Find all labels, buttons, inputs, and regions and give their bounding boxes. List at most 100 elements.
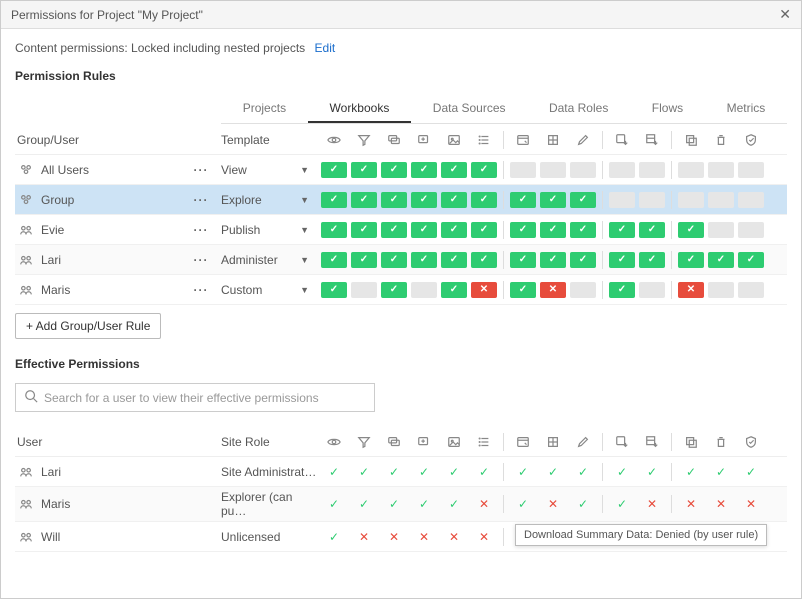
- capability-cell[interactable]: [708, 282, 734, 298]
- capability-cell[interactable]: [639, 162, 665, 178]
- capability-cell[interactable]: ✓: [321, 222, 347, 238]
- capability-cell[interactable]: ✓: [510, 222, 536, 238]
- capability-cell[interactable]: [738, 282, 764, 298]
- capability-cell[interactable]: ✕: [540, 282, 566, 298]
- effective-row[interactable]: MarisExplorer (can pu…✓✓✓✓✓✕✓✕✓✓✕✕✕✕: [15, 487, 787, 522]
- template-select[interactable]: Publish▼: [221, 223, 309, 237]
- capability-cell[interactable]: [738, 162, 764, 178]
- capability-cell[interactable]: ✓: [321, 162, 347, 178]
- capability-cell[interactable]: ✕: [678, 282, 704, 298]
- capability-cell[interactable]: ✓: [441, 222, 467, 238]
- add-group-user-rule-button[interactable]: + Add Group/User Rule: [15, 313, 161, 339]
- tab-workbooks[interactable]: Workbooks: [308, 95, 411, 123]
- capability-cell[interactable]: [570, 282, 596, 298]
- capability-cell[interactable]: ✓: [351, 252, 377, 268]
- capability-cell[interactable]: [708, 162, 734, 178]
- more-actions-icon[interactable]: ···: [189, 253, 213, 267]
- capability-cell[interactable]: ✓: [510, 252, 536, 268]
- capability-cell[interactable]: ✓: [570, 192, 596, 208]
- tab-flows[interactable]: Flows: [630, 95, 705, 123]
- capability-cell[interactable]: [609, 162, 635, 178]
- capability-cell[interactable]: [678, 192, 704, 208]
- capability-cell[interactable]: ✓: [678, 222, 704, 238]
- capability-cell[interactable]: ✓: [321, 252, 347, 268]
- close-icon[interactable]: ✕: [779, 6, 791, 23]
- capability-cell[interactable]: ✓: [471, 162, 497, 178]
- rule-row[interactable]: Maris···Custom▼✓✓✓✕✓✕✓✕: [15, 275, 787, 305]
- edit-link[interactable]: Edit: [315, 41, 336, 55]
- capability-cell[interactable]: ✓: [708, 252, 734, 268]
- capability-cell[interactable]: [678, 162, 704, 178]
- capability-cell[interactable]: [639, 282, 665, 298]
- capability-cell[interactable]: ✓: [540, 252, 566, 268]
- capability-cell[interactable]: ✓: [609, 252, 635, 268]
- capability-cell[interactable]: ✓: [321, 282, 347, 298]
- capability-cell[interactable]: [708, 192, 734, 208]
- capability-cell[interactable]: [510, 162, 536, 178]
- more-actions-icon[interactable]: ···: [189, 193, 213, 207]
- effective-row[interactable]: LariSite Administrat…✓✓✓✓✓✓✓✓✓✓✓✓✓✓: [15, 457, 787, 487]
- capability-cell[interactable]: ✓: [441, 252, 467, 268]
- more-actions-icon[interactable]: ···: [189, 283, 213, 297]
- capability-cell[interactable]: ✓: [570, 252, 596, 268]
- capability-cell[interactable]: ✓: [351, 192, 377, 208]
- capability-cell[interactable]: ✓: [381, 192, 407, 208]
- tab-data-sources[interactable]: Data Sources: [411, 95, 527, 123]
- capability-cell[interactable]: [738, 192, 764, 208]
- tab-data-roles[interactable]: Data Roles: [527, 95, 630, 123]
- capability-tooltip: Download Summary Data: Denied (by user r…: [515, 524, 767, 546]
- capability-cell[interactable]: ✓: [381, 282, 407, 298]
- capability-cell[interactable]: ✓: [381, 162, 407, 178]
- capability-cell[interactable]: ✓: [471, 192, 497, 208]
- template-select[interactable]: Explore▼: [221, 193, 309, 207]
- capability-cell[interactable]: ✓: [321, 192, 347, 208]
- capability-cell[interactable]: [639, 192, 665, 208]
- rule-row[interactable]: All Users···View▼✓✓✓✓✓✓: [15, 155, 787, 185]
- chevron-down-icon: ▼: [300, 195, 309, 205]
- capability-cell[interactable]: ✓: [678, 252, 704, 268]
- capability-cell[interactable]: ✓: [540, 222, 566, 238]
- tab-metrics[interactable]: Metrics: [705, 95, 787, 123]
- capability-cell[interactable]: ✕: [471, 282, 497, 298]
- capability-cell[interactable]: ✓: [738, 252, 764, 268]
- capability-cell[interactable]: ✓: [471, 222, 497, 238]
- capability-cell[interactable]: [738, 222, 764, 238]
- capability-cell[interactable]: ✓: [441, 162, 467, 178]
- capability-cell[interactable]: ✓: [639, 222, 665, 238]
- capability-cell[interactable]: [411, 282, 437, 298]
- capability-cell[interactable]: [351, 282, 377, 298]
- capability-cell[interactable]: [540, 162, 566, 178]
- capability-cell[interactable]: ✓: [540, 192, 566, 208]
- capability-cell[interactable]: ✓: [411, 222, 437, 238]
- capability-cell[interactable]: ✓: [351, 222, 377, 238]
- pencil-icon: [570, 130, 596, 150]
- capability-cell[interactable]: [570, 162, 596, 178]
- more-actions-icon[interactable]: ···: [189, 163, 213, 177]
- capability-cell[interactable]: ✓: [441, 282, 467, 298]
- capability-cell[interactable]: ✓: [471, 252, 497, 268]
- capability-cell[interactable]: ✓: [510, 192, 536, 208]
- capability-cell[interactable]: ✓: [510, 282, 536, 298]
- capability-cell[interactable]: ✓: [411, 162, 437, 178]
- capability-cell[interactable]: ✓: [639, 252, 665, 268]
- rule-row[interactable]: Lari···Administer▼✓✓✓✓✓✓✓✓✓✓✓✓✓✓: [15, 245, 787, 275]
- template-select[interactable]: Custom▼: [221, 283, 309, 297]
- capability-cell[interactable]: ✓: [441, 192, 467, 208]
- tab-projects[interactable]: Projects: [221, 95, 308, 123]
- capability-cell[interactable]: ✓: [351, 162, 377, 178]
- capability-cell[interactable]: ✓: [411, 252, 437, 268]
- capability-cell[interactable]: ✓: [411, 192, 437, 208]
- rule-row[interactable]: Group···Explore▼✓✓✓✓✓✓✓✓✓: [15, 185, 787, 215]
- capability-cell[interactable]: ✓: [381, 252, 407, 268]
- capability-cell[interactable]: [708, 222, 734, 238]
- capability-cell[interactable]: ✓: [570, 222, 596, 238]
- rule-row[interactable]: Evie···Publish▼✓✓✓✓✓✓✓✓✓✓✓✓: [15, 215, 787, 245]
- template-select[interactable]: Administer▼: [221, 253, 309, 267]
- effective-search-input[interactable]: Search for a user to view their effectiv…: [15, 383, 375, 412]
- capability-cell[interactable]: ✓: [381, 222, 407, 238]
- capability-cell[interactable]: ✓: [609, 282, 635, 298]
- template-select[interactable]: View▼: [221, 163, 309, 177]
- capability-cell[interactable]: ✓: [609, 222, 635, 238]
- capability-cell[interactable]: [609, 192, 635, 208]
- more-actions-icon[interactable]: ···: [189, 223, 213, 237]
